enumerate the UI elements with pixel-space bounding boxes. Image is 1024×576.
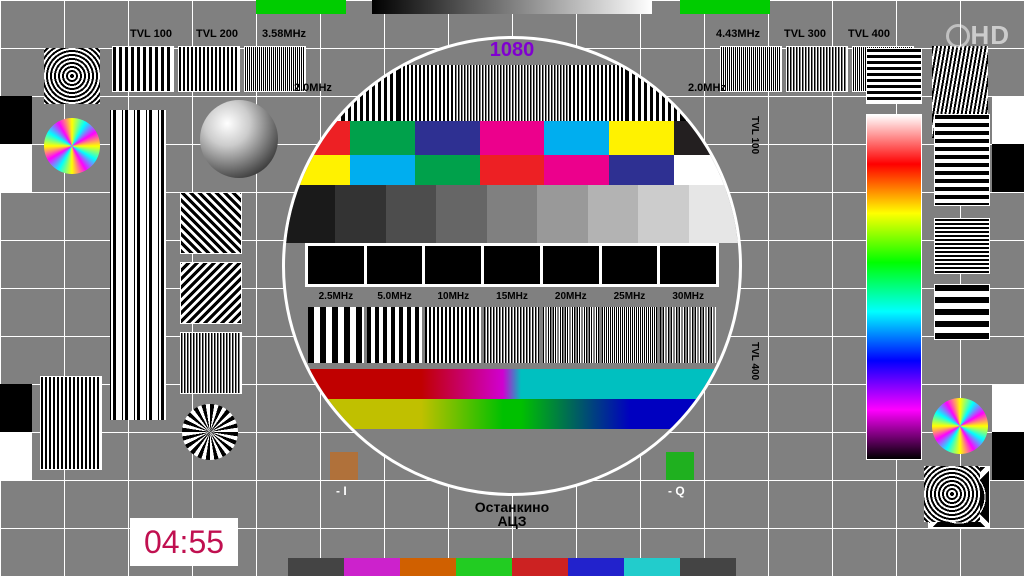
label-tvl100: TVL 100 [130,28,172,40]
starburst-bl [182,404,238,460]
minus-i-swatch [330,452,358,480]
edge-check-left-top [0,96,32,192]
black-level-boxes [305,243,719,287]
curve-pattern-left [110,110,166,420]
hd-text: HD [970,20,1010,50]
station-id: Останкино АЦЗ [412,500,612,528]
hstripes-tvl100 [866,48,922,104]
station-line-2: АЦЗ [412,514,612,528]
minus-i-label: - I [336,484,347,498]
vstripes-tile-l [180,332,242,394]
minus-q-label: - Q [668,484,685,498]
label-tvl300: TVL 300 [784,28,826,40]
hstripes-right [934,114,990,206]
label-tvl400: TVL 400 [848,28,890,40]
channel-hd-bug: HD [946,20,1010,51]
edge-check-left-bottom [0,384,32,480]
gradient-bar-2 [285,399,739,429]
vstripes-tile-bl [40,376,102,470]
minus-q-swatch [666,452,694,480]
multiburst-middle [305,307,719,363]
tvl200-tile [178,46,240,92]
hstripes-r-2 [934,218,990,274]
hstripes-r-3 [934,284,990,340]
label-tvl400-vert: TVL 400 [749,342,760,380]
tvl300-tile [786,46,848,92]
label-tvl200: TVL 200 [196,28,238,40]
sphere-shading [200,100,278,178]
color-bars-row-2 [285,155,739,185]
diagonal-tile-l1 [180,192,242,254]
frequency-labels-row: 2.5MHz5.0MHz10MHz15MHz20MHz25MHz30MHz [305,287,719,307]
edge-check-right-top [992,96,1024,192]
colorwheel-tl [44,118,100,174]
top-pluge-green-left [256,0,346,14]
main-test-circle: 1080 2.5MHz5.0MHz10MHz15MHz20MHz25MHz30M… [282,36,742,496]
zone-plate-br [924,466,980,522]
clock: 04:55 [130,518,238,566]
color-bars-row-1 [285,121,739,155]
resolution-label: 1080 [285,39,739,65]
colorwheel-br [932,398,988,454]
channel-logo-icon [946,24,970,48]
top-gray-gradient [372,0,652,14]
station-line-1: Останкино [412,500,612,514]
multiburst-top [285,65,739,121]
gradient-bar-1 [285,369,739,399]
tvl100-tile [112,46,174,92]
label-tvl100-vert: TVL 100 [749,116,760,154]
diagonal-tile-l2 [180,262,242,324]
zone-plate-tl [44,48,100,104]
bottom-color-strip [288,558,736,576]
edge-check-right-bottom [992,384,1024,480]
grayscale-steps [285,185,739,243]
top-pluge-green-right [680,0,770,14]
color-spectrum-bar [866,114,922,460]
